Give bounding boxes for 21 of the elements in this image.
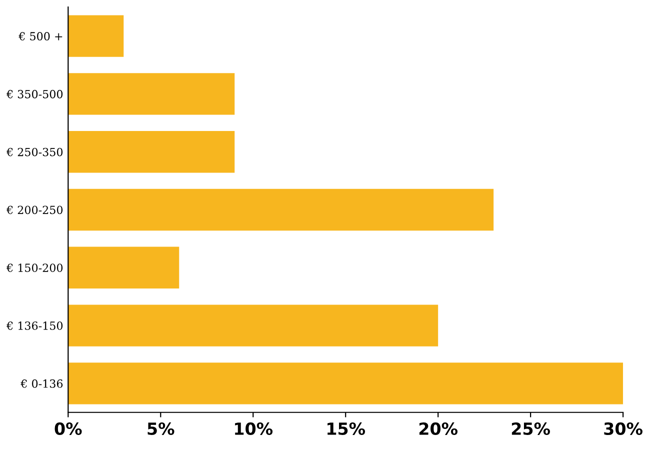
x-tick-label: 15% <box>328 422 366 436</box>
y-tick-label: € 150-200 <box>6 264 63 272</box>
y-tick-label: € 250-350 <box>6 148 63 156</box>
x-tick-label: 0% <box>54 422 82 436</box>
bar <box>68 73 235 115</box>
y-tick-label: € 136-150 <box>6 322 63 330</box>
bar <box>68 362 624 404</box>
bar <box>68 246 180 288</box>
x-tick-label: 30% <box>604 422 642 436</box>
bar <box>68 188 494 231</box>
y-tick-label: € 350-500 <box>6 90 63 98</box>
x-tick-label: 10% <box>235 422 273 436</box>
x-tick-label: 5% <box>148 422 174 436</box>
y-tick-label: € 200-250 <box>6 206 63 214</box>
x-tick-label: 20% <box>419 422 458 436</box>
bar <box>68 131 235 173</box>
x-tick-label: 25% <box>512 422 550 436</box>
y-tick-label: € 500 + <box>18 32 62 40</box>
y-tick-label: € 0-136 <box>20 379 63 388</box>
bar <box>68 304 438 346</box>
bar <box>68 15 124 57</box>
